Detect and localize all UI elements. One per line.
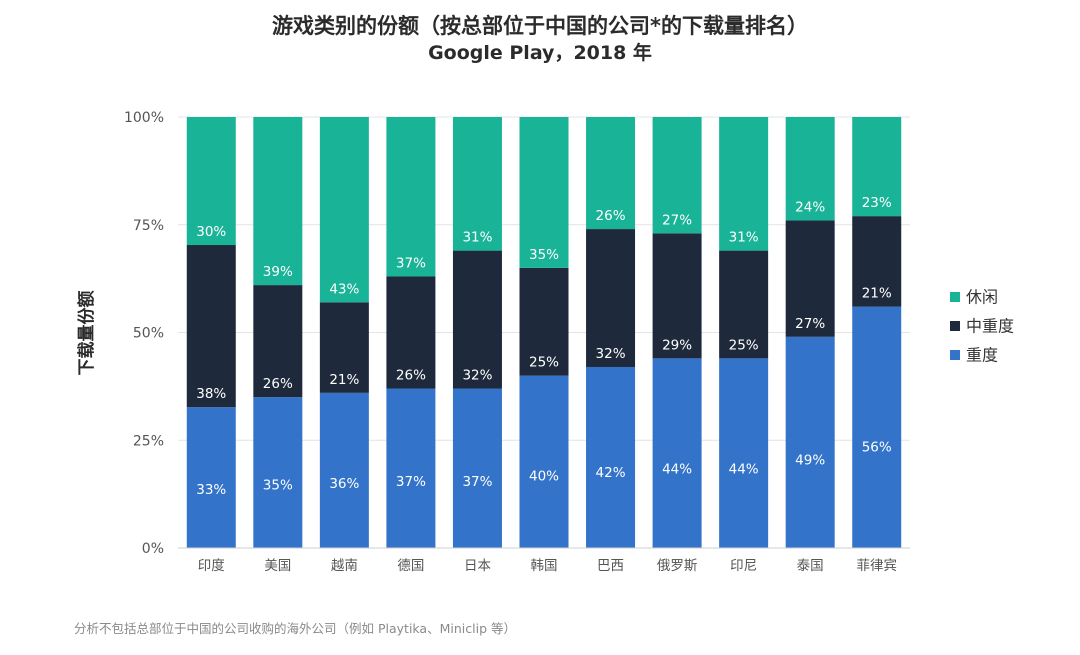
data-label: 25% [729,337,759,353]
data-label: 27% [795,316,825,332]
legend-swatch [950,321,960,331]
x-tick-label: 德国 [397,558,424,574]
bar-segment [386,388,436,548]
y-axis-title: 下载量份额 [76,291,97,376]
footnote: 分析不包括总部位于中国的公司收购的海外公司（例如 Playtika、Minicl… [74,621,516,636]
data-label: 37% [396,474,426,490]
bar-segment [253,117,303,286]
y-tick-label: 50% [133,326,164,342]
legend-label: 重度 [966,346,998,365]
bar-segment [319,302,369,393]
bar-segment [519,267,569,376]
data-label: 42% [596,465,626,481]
data-label: 36% [329,476,359,492]
data-label: 31% [729,230,759,246]
data-label: 21% [862,286,892,302]
bar-segment [186,407,236,548]
bar-segment [785,117,835,221]
data-label: 35% [263,478,293,494]
bar-segment [319,117,369,303]
data-label: 35% [529,247,559,263]
bar-segment [852,306,902,548]
bar-segment [452,117,502,251]
x-tick-label: 韩国 [531,558,558,574]
bar-segment [386,276,436,389]
bar-segment [586,117,636,230]
y-tick-label: 0% [142,541,164,557]
data-label: 21% [329,372,359,388]
data-label: 29% [662,337,692,353]
data-label: 33% [196,482,226,498]
bar-segment [452,250,502,389]
legend-swatch [950,292,960,302]
bar-segment [852,216,902,307]
bar-segment [253,285,303,398]
bar-segment [652,117,702,234]
data-label: 40% [529,469,559,485]
x-tick-label: 泰国 [797,558,824,574]
data-label: 32% [596,346,626,362]
data-label: 44% [729,461,759,477]
chart-subtitle: Google Play，2018 年 [428,42,652,64]
data-label: 23% [862,195,892,211]
bar-segment [186,245,236,408]
bar-segment [719,358,769,548]
data-label: 44% [662,461,692,477]
data-label: 25% [529,355,559,371]
data-label: 38% [196,386,226,402]
legend-swatch [950,350,960,360]
stacked-bar-chart: 0% 25% 50% 75% 100% 下载量份额 33% 38% 30% 印度 35% 26% 39%… [76,110,1014,574]
data-label: 32% [462,368,492,384]
data-label: 27% [662,212,692,228]
bar-segment [519,375,569,548]
x-tick-label: 印度 [198,558,225,574]
x-tick-label: 菲律宾 [856,558,897,574]
chart-title: 游戏类别的份额（按总部位于中国的公司*的下载量排名） [272,14,808,38]
bar-segment [586,229,636,367]
x-tick-label: 日本 [464,558,491,574]
legend-label: 中重度 [966,317,1014,336]
bar-segment [785,336,835,548]
bar-segment [785,220,835,337]
x-tick-label: 巴西 [597,558,624,574]
data-label: 49% [795,452,825,468]
y-tick-label: 25% [133,433,164,449]
y-tick-label: 100% [124,110,164,126]
data-label: 37% [462,474,492,490]
bar-segment [719,117,769,251]
bar-segment [319,392,369,548]
bar-segment [586,366,636,548]
data-label: 39% [263,264,293,280]
x-tick-label: 俄罗斯 [657,558,698,574]
legend-label: 休闲 [966,288,998,307]
bar-segment [719,250,769,359]
bar-segment [852,117,902,217]
y-tick-label: 75% [133,218,164,234]
bar-segment [519,117,569,268]
x-tick-label: 越南 [331,558,358,574]
bar-segment [186,117,236,246]
bar-segment [652,233,702,359]
data-label: 26% [263,376,293,392]
data-label: 24% [795,199,825,215]
data-label: 31% [462,230,492,246]
bar-segment [386,117,436,277]
bar-segment [452,388,502,548]
data-label: 26% [596,208,626,224]
data-label: 43% [329,281,359,297]
data-label: 37% [396,255,426,271]
data-label: 26% [396,368,426,384]
data-label: 56% [862,440,892,456]
bar-segment [253,397,303,548]
x-tick-label: 印尼 [730,558,757,574]
bar-segment [652,358,702,548]
data-label: 30% [196,224,226,240]
x-tick-label: 美国 [264,558,291,574]
